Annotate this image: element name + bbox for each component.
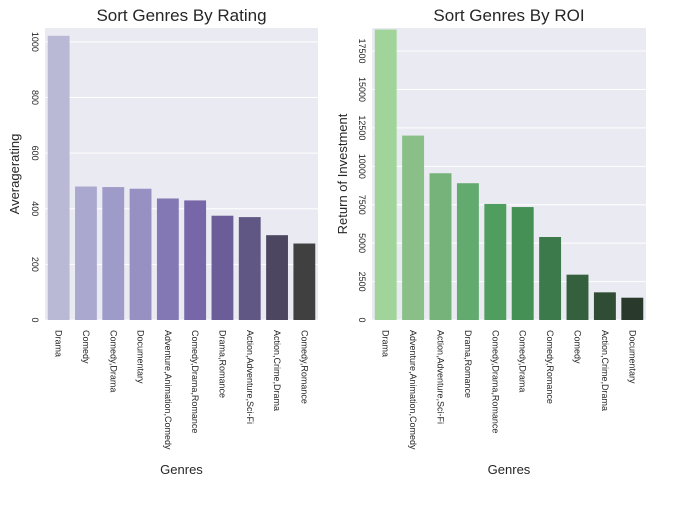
bar <box>293 243 316 320</box>
bar <box>429 173 452 320</box>
x-tick-label: Comedy <box>573 330 583 364</box>
x-axis-label: Genres <box>160 462 203 477</box>
x-axis-label: Genres <box>488 462 531 477</box>
y-axis-label: Averagerating <box>7 134 22 215</box>
y-tick-label: 0 <box>30 317 40 322</box>
x-tick-label: Adventure,Animation,Comedy <box>408 330 418 450</box>
y-tick-label: 400 <box>30 201 40 216</box>
bar <box>593 292 616 320</box>
x-tick-label: Comedy,Drama <box>518 330 528 392</box>
x-tick-label: Action,Crime,Drama <box>272 330 282 411</box>
bar <box>456 183 479 320</box>
x-tick-label: Action,Crime,Drama <box>600 330 610 411</box>
bar <box>102 187 125 320</box>
y-tick-label: 17500 <box>357 39 367 64</box>
bar <box>75 186 97 320</box>
y-tick-label: 0 <box>357 317 367 322</box>
bar <box>621 297 644 320</box>
y-tick-label: 7500 <box>357 195 367 215</box>
y-tick-label: 800 <box>30 90 40 105</box>
x-tick-label: Drama <box>54 330 64 357</box>
bar <box>238 217 261 320</box>
bar <box>374 29 397 321</box>
y-tick-label: 200 <box>30 257 40 272</box>
y-tick-label: 12500 <box>357 115 367 140</box>
x-tick-label: Drama,Romance <box>463 330 473 398</box>
chart-title: Sort Genres By Rating <box>96 6 266 25</box>
y-tick-label: 5000 <box>357 233 367 253</box>
x-tick-label: Action,Adventure,Sci-Fi <box>245 330 255 424</box>
bar <box>402 135 425 320</box>
x-tick-label: Documentary <box>627 330 637 384</box>
y-axis-label: Return of Investment <box>335 113 350 234</box>
x-tick-label: Comedy,Drama,Romance <box>490 330 500 433</box>
bar <box>566 274 589 320</box>
x-tick-label: Drama <box>381 330 391 357</box>
y-tick-label: 1000 <box>30 32 40 52</box>
bar <box>184 200 207 320</box>
x-tick-label: Drama,Romance <box>217 330 227 398</box>
x-tick-label: Adventure,Animation,Comedy <box>163 330 173 450</box>
bar <box>156 198 179 320</box>
bar <box>511 207 534 320</box>
bar <box>211 215 234 320</box>
bar <box>266 235 288 320</box>
roi-chart: 0 2500 5000 7500 10000 12500 15000 17500 Drama A… <box>335 6 646 477</box>
x-tick-label: Action,Adventure,Sci-Fi <box>436 330 446 424</box>
y-tick-label: 600 <box>30 146 40 161</box>
bar <box>47 35 70 320</box>
x-tick-label: Comedy,Drama,Romance <box>190 330 200 433</box>
y-tick-label: 2500 <box>357 272 367 292</box>
y-tick-label: 15000 <box>357 77 367 102</box>
x-tick-label: Documentary <box>136 330 146 384</box>
chart-title: Sort Genres By ROI <box>433 6 584 25</box>
bar <box>484 203 507 320</box>
x-tick-label: Comedy,Romance <box>299 330 309 404</box>
x-tick-label: Comedy <box>81 330 91 364</box>
bar <box>539 237 562 320</box>
y-tick-label: 10000 <box>357 154 367 179</box>
x-tick-label: Comedy,Drama <box>108 330 118 392</box>
rating-chart: 0 200 400 600 800 1000 Drama Comedy Comedy,Dram… <box>7 6 318 477</box>
x-tick-label: Comedy,Romance <box>545 330 555 404</box>
bar <box>129 188 152 320</box>
